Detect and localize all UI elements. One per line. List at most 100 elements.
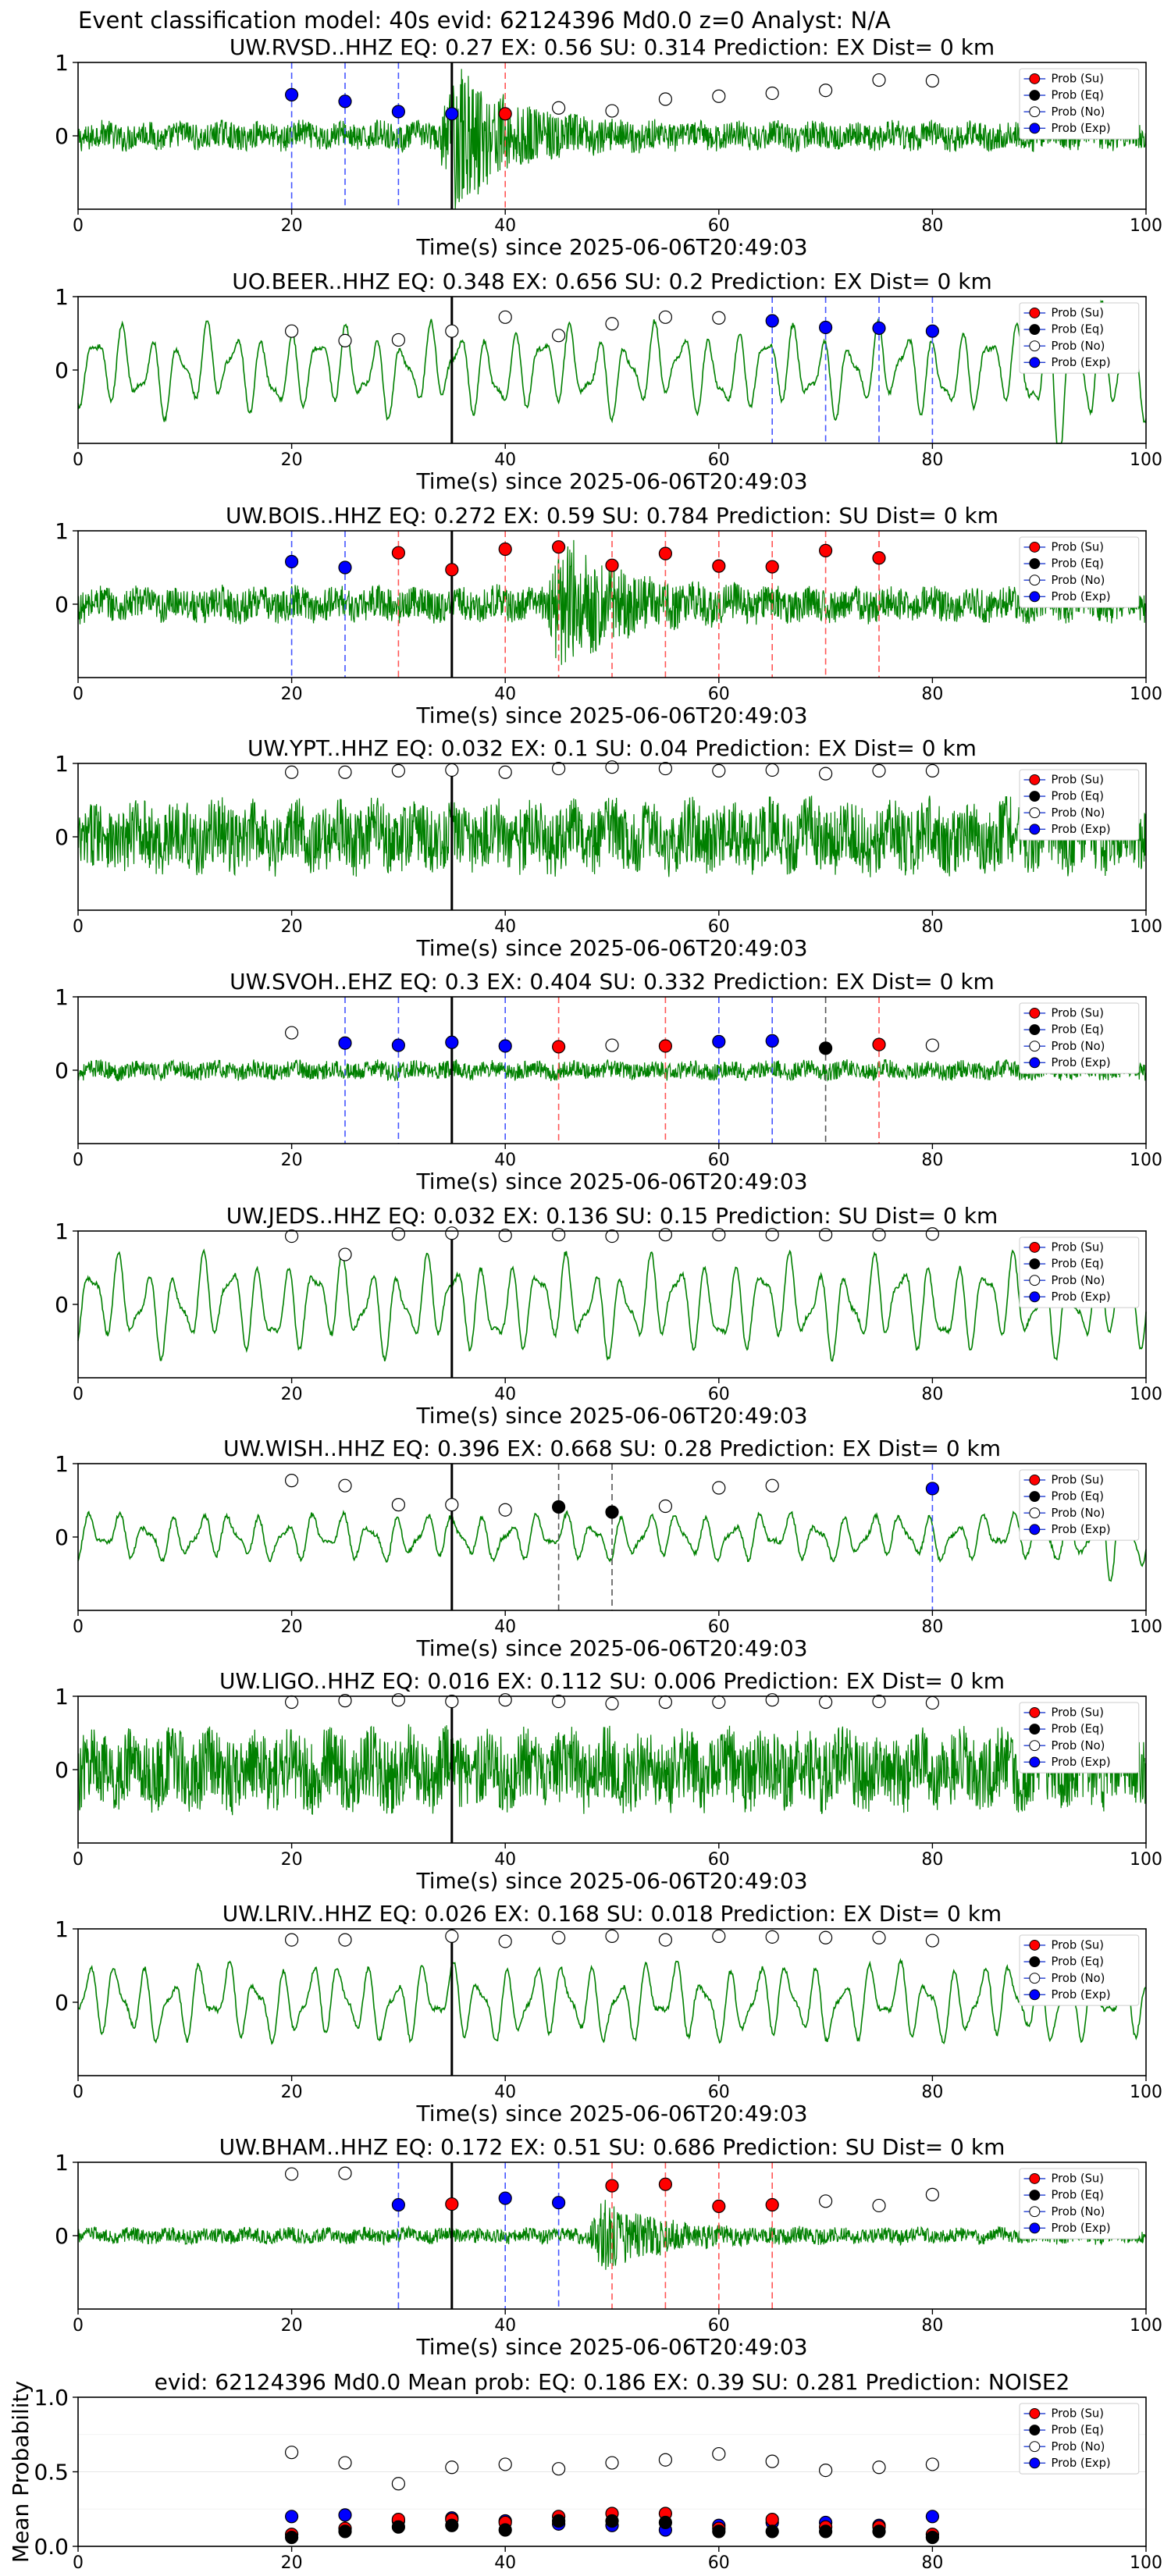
prob-marker-no xyxy=(872,763,886,778)
prob-marker-no xyxy=(818,767,833,781)
legend-marker-eq xyxy=(1029,1724,1041,1735)
legend-marker-eq xyxy=(1029,1491,1041,1502)
mean-marker-no xyxy=(712,2446,726,2461)
prob-marker-no xyxy=(285,1229,299,1244)
prob-marker-no xyxy=(285,765,299,779)
prob-marker-su xyxy=(498,107,512,121)
legend-label-exp: Prob (Exp) xyxy=(1051,1523,1110,1536)
x-tick-label: 80 xyxy=(921,2316,943,2336)
x-tick-label: 60 xyxy=(708,2316,730,2336)
x-tick-label: 40 xyxy=(494,216,516,236)
legend-label-eq: Prob (Eq) xyxy=(1051,323,1104,336)
prob-marker-no xyxy=(658,310,673,324)
x-tick-label: 60 xyxy=(708,216,730,236)
legend-marker-exp xyxy=(1029,2222,1041,2234)
mean-marker-no xyxy=(551,2462,566,2476)
mean-marker-no xyxy=(765,2454,779,2468)
x-tick-label: 100 xyxy=(1130,1385,1162,1404)
y-tick-label: 0 xyxy=(55,358,69,383)
prob-marker-no xyxy=(818,1228,833,1242)
prob-marker-exp xyxy=(391,1038,405,1052)
legend-marker-eq xyxy=(1029,1024,1041,1035)
legend-marker-eq xyxy=(1029,1258,1041,1269)
legend-label-su: Prob (Su) xyxy=(1051,306,1104,319)
prob-marker-no xyxy=(712,763,726,778)
prob-marker-no xyxy=(925,1934,940,1948)
prob-marker-su xyxy=(391,546,405,560)
legend-marker-no xyxy=(1029,807,1041,819)
legend-marker-su xyxy=(1029,774,1041,785)
legend-label-exp: Prob (Exp) xyxy=(1051,823,1110,836)
station-panel: UO.BEER..HHZ EQ: 0.348 EX: 0.656 SU: 0.2… xyxy=(55,269,1162,494)
x-tick-label: 40 xyxy=(494,1850,516,1870)
prob-marker-su xyxy=(872,1037,886,1051)
x-tick-label: 40 xyxy=(494,685,516,704)
legend-box xyxy=(1019,1236,1140,1308)
legend-label-su: Prob (Su) xyxy=(1051,1240,1104,1254)
prob-marker-exp xyxy=(925,1482,940,1496)
mean-marker-no xyxy=(338,2456,352,2470)
legend-box xyxy=(1019,302,1140,374)
legend-marker-su xyxy=(1029,2172,1041,2184)
legend-box xyxy=(1019,68,1140,140)
prob-marker-no xyxy=(658,92,673,106)
x-axis-label: Time(s) since 2025-06-06T20:49:03 xyxy=(415,2334,807,2360)
x-tick-label: 60 xyxy=(708,1850,730,1870)
station-panel: UW.WISH..HHZ EQ: 0.396 EX: 0.668 SU: 0.2… xyxy=(55,1436,1162,1661)
legend-marker-su xyxy=(1029,1241,1041,1253)
prob-marker-exp xyxy=(445,107,459,121)
legend-label-eq: Prob (Eq) xyxy=(1051,2424,1104,2437)
x-tick-label: 0 xyxy=(73,2553,84,2573)
x-tick-label: 40 xyxy=(494,2553,516,2573)
prob-marker-su xyxy=(818,543,833,557)
panel-title: UW.JEDS..HHZ EQ: 0.032 EX: 0.136 SU: 0.1… xyxy=(226,1203,998,1229)
mean-marker-eq xyxy=(765,2524,779,2539)
x-tick-label: 0 xyxy=(73,1385,84,1404)
prob-marker-no xyxy=(498,765,512,779)
waveform-trace xyxy=(77,1248,1147,1362)
prob-marker-no xyxy=(338,1478,352,1493)
x-axis-label: Time(s) since 2025-06-06T20:49:03 xyxy=(415,1169,807,1194)
legend-marker-no xyxy=(1029,1507,1041,1519)
prob-marker-su xyxy=(765,2197,779,2212)
legend-marker-su xyxy=(1029,1007,1041,1019)
x-tick-label: 100 xyxy=(1130,685,1162,704)
x-tick-label: 20 xyxy=(281,1617,303,1637)
prob-marker-exp xyxy=(338,560,352,575)
x-tick-label: 100 xyxy=(1130,1850,1162,1870)
waveform-trace xyxy=(77,62,1147,210)
mean-marker-no xyxy=(605,2456,619,2470)
prob-marker-no xyxy=(925,2187,940,2201)
mean-marker-eq xyxy=(445,2518,459,2532)
x-tick-label: 60 xyxy=(708,1385,730,1404)
prob-marker-no xyxy=(712,1481,726,1495)
prob-marker-exp xyxy=(765,314,779,328)
legend-marker-eq xyxy=(1029,2425,1041,2435)
legend-label-eq: Prob (Eq) xyxy=(1051,1258,1104,1271)
x-tick-label: 60 xyxy=(708,2083,730,2102)
prob-marker-no xyxy=(818,1695,833,1710)
mean-marker-exp xyxy=(925,2510,940,2524)
legend-marker-su xyxy=(1029,73,1041,84)
x-tick-label: 20 xyxy=(281,1850,303,1870)
x-tick-label: 60 xyxy=(708,1151,730,1170)
panel-title: UW.LRIV..HHZ EQ: 0.026 EX: 0.168 SU: 0.0… xyxy=(222,1901,1002,1927)
x-tick-label: 60 xyxy=(708,1617,730,1637)
prob-marker-no xyxy=(818,84,833,98)
mean-marker-eq xyxy=(285,2530,299,2545)
y-tick-label: 0 xyxy=(55,2223,69,2249)
prob-marker-no xyxy=(925,1227,940,1241)
y-tick-label: 1 xyxy=(55,284,69,310)
legend-marker-su xyxy=(1029,1474,1041,1485)
prob-marker-no xyxy=(498,310,512,324)
y-tick-label: 0 xyxy=(55,1990,69,2016)
legend-label-su: Prob (Su) xyxy=(1051,1706,1104,1719)
x-tick-label: 0 xyxy=(73,685,84,704)
mean-marker-exp xyxy=(285,2510,299,2524)
prob-marker-no xyxy=(338,1694,352,1708)
prob-marker-no xyxy=(818,2194,833,2208)
prob-marker-no xyxy=(872,1930,886,1944)
legend-box xyxy=(1019,536,1140,608)
prob-marker-exp xyxy=(765,1034,779,1048)
y-tick-label: 1.0 xyxy=(34,2385,69,2411)
